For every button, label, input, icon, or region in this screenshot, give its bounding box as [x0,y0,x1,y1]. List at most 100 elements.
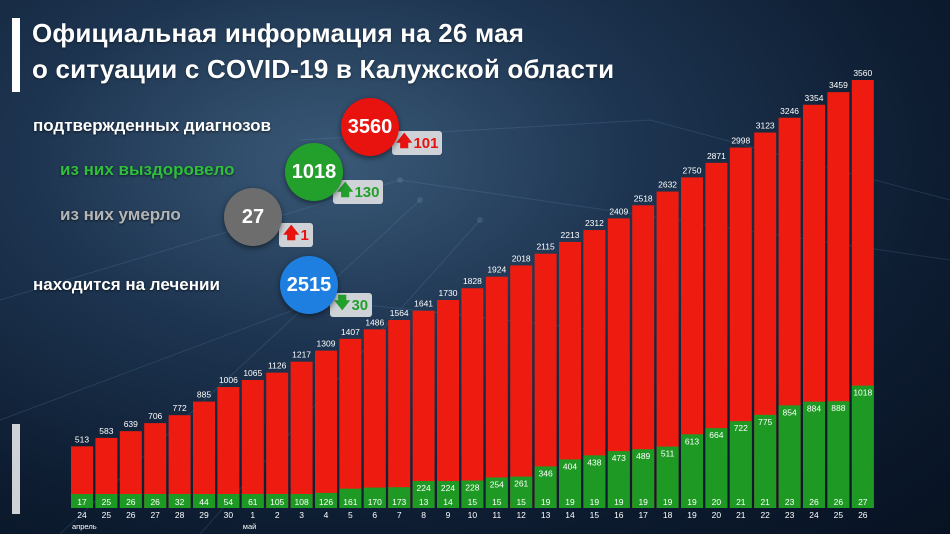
bar-recovered [71,494,93,508]
month-label: апрель [72,522,97,531]
died-delta: 1 [300,226,309,244]
label-total: 1641 [414,299,433,309]
label-total: 1730 [439,288,458,298]
label-total: 3354 [805,93,824,103]
bar-total [266,372,289,508]
bar-total [412,310,435,508]
x-tick-label: 2 [275,510,280,520]
label-total: 3123 [756,121,775,131]
label-died: 19 [565,497,575,507]
label-died: 21 [760,497,770,507]
label-total: 1065 [243,368,262,378]
x-tick-label: 28 [175,510,185,520]
bar-total [705,162,728,508]
x-tick-label: 26 [126,510,136,520]
label-recovered: 224 [417,483,431,493]
bar-total [607,218,630,508]
bar-recovered [632,449,655,508]
x-tick-label: 8 [421,510,426,520]
recovered-label: из них выздоровело [60,160,235,179]
label-died: 20 [712,497,722,507]
x-tick-label: 30 [224,510,234,520]
bar-total [681,177,703,508]
label-total: 772 [173,403,187,413]
x-tick-label: 7 [397,510,402,520]
arrow-down-icon: 🡇 [334,294,351,312]
label-recovered: 511 [661,449,675,459]
label-died: 27 [858,497,868,507]
recovered-delta-badge: 🡅 130 [333,180,384,204]
bar-recovered [339,488,362,508]
label-died: 19 [590,497,600,507]
bar-total [729,147,752,509]
x-tick-label: 11 [492,510,501,520]
x-tick-label: 3 [299,510,304,520]
label-recovered: 17 [77,497,87,507]
bar-recovered [168,494,191,508]
label-total: 2312 [585,218,604,228]
label-recovered: 854 [783,407,797,417]
label-recovered: 1018 [853,388,872,398]
label-total: 2998 [731,136,750,146]
died-delta-badge: 🡅 1 [279,223,313,247]
confirmed-value-circle: 3560 [341,98,399,156]
bar-total [461,288,484,508]
x-tick-label: 9 [446,510,451,520]
label-recovered: 404 [563,461,577,471]
bar-total [485,276,508,508]
bar-recovered [363,487,386,508]
bar-recovered [803,401,825,508]
died-label: из них умерло [60,205,181,224]
label-total: 1126 [268,361,287,371]
label-total: 3560 [853,68,872,78]
bar-total [632,205,655,508]
recovered-delta: 130 [354,183,380,201]
bar-total [217,387,240,508]
label-recovered: 438 [587,457,601,467]
label-died: 19 [663,497,673,507]
bar-recovered [119,494,142,508]
side-accent-bar [12,424,20,514]
month-label: май [243,522,257,531]
bar-total [339,338,362,508]
bar-recovered [315,492,337,508]
label-died: 15 [492,497,502,507]
bar-total [510,265,533,508]
bar-recovered [583,455,606,508]
treatment-value: 2515 [286,273,332,296]
bar-recovered [412,481,435,508]
x-tick-label: 24 [77,510,87,520]
x-tick-label: 6 [372,510,377,520]
label-total: 2018 [512,253,531,263]
bar-total [290,361,313,508]
label-died: 19 [638,497,648,507]
bar-recovered [388,487,411,508]
label-died: 26 [809,497,819,507]
label-died: 19 [687,497,697,507]
label-recovered: 161 [343,497,357,507]
bar-recovered [729,421,752,508]
bar-recovered [437,481,459,508]
x-tick-label: 20 [712,510,722,520]
label-total: 583 [99,426,113,436]
label-total: 639 [124,419,138,429]
label-total: 1828 [463,276,482,286]
bar-recovered [534,466,557,508]
x-tick-label: 26 [858,510,868,520]
title-line-2: о ситуации с COVID-19 в Калужской област… [32,54,615,84]
bar-recovered [144,494,167,508]
bar-total [534,253,557,508]
bar-total [559,241,581,509]
label-recovered: 61 [248,497,258,507]
label-recovered: 108 [295,497,309,507]
label-recovered: 25 [102,497,112,507]
x-tick-label: 19 [687,510,697,520]
confirmed-delta-badge: 🡅 101 [392,131,443,155]
label-total: 706 [148,411,162,421]
label-died: 19 [614,497,624,507]
x-tick-label: 29 [199,510,209,520]
label-total: 513 [75,434,89,444]
label-total: 2632 [658,180,677,190]
label-died: 13 [419,497,429,507]
bar-recovered [241,494,264,508]
